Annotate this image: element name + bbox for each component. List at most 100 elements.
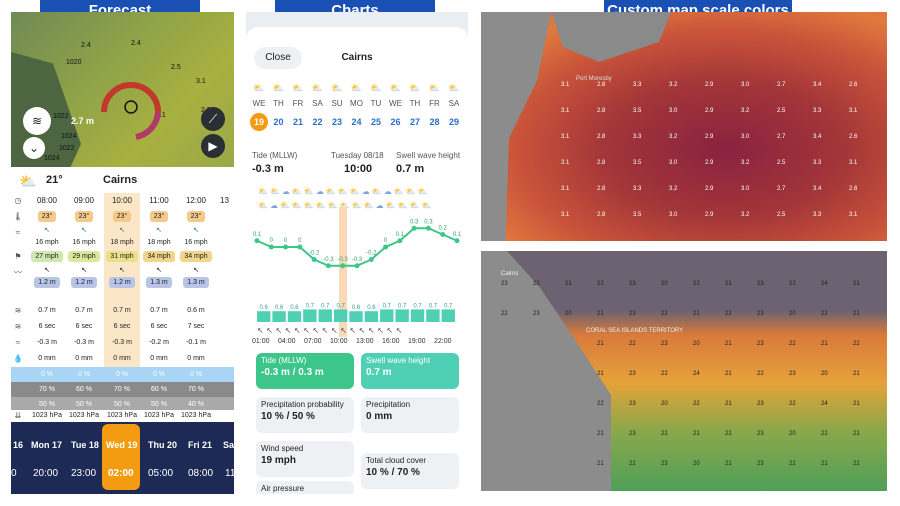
date-button[interactable]: 22 [312,117,323,127]
period-cell: 7 sec [187,323,205,330]
place-label: CORAL SEA ISLANDS TERRITORY [586,328,684,334]
metric-cards: Tide (MLLW) -0.3 m / 0.3 m Swell wave heig… [246,353,468,494]
date-button[interactable]: 25 [370,117,381,127]
weekday-label[interactable]: TH [273,99,284,108]
metric-card[interactable]: Air pressure [256,481,354,494]
chart-button[interactable]: ⟋ [201,107,225,131]
chart-cursor[interactable] [339,207,347,337]
time-cell[interactable]: 12:00 [185,196,207,205]
wave-value: 3.5 [633,212,642,218]
weekday-label[interactable]: TU [370,99,382,108]
swell-bar-label: 0.6 [290,305,299,311]
date-time: 10:00 [344,163,373,175]
wind-cell: 18 mph [147,239,171,246]
weekday-label[interactable]: SA [448,99,460,108]
swell-bar-label: 0.6 [275,305,284,311]
tide-cell: -0.3 m [37,339,57,346]
day-label[interactable]: Tue 18 [71,440,99,450]
tide-point [368,257,374,262]
wave-value: 3.0 [741,186,750,192]
metric-card[interactable]: Total cloud cover 10 % / 70 % [361,453,459,489]
day-label[interactable]: Thu 20 [148,440,178,450]
wave-value: 3.3 [813,212,822,218]
metric-card-value: 0.7 m [366,367,392,378]
time-label[interactable]: 20:00 [33,468,59,479]
day-label[interactable]: 16 [13,440,24,450]
swell-bar [333,309,348,322]
weekday-label[interactable]: TH [409,99,421,108]
date-button[interactable]: 28 [429,117,440,127]
day-label[interactable]: Mon 17 [31,440,63,450]
metric-card[interactable]: Precipitation 0 mm [361,397,459,433]
tide-point-label: -0.3 [338,257,349,263]
tide-chart[interactable]: 0.10 0 0-0.2-0.3 -0.3 -0.3-0.200.10.3 0.30.20… [252,212,462,337]
tide-point [440,232,446,237]
sun-cloud-icon: ⛅ [272,83,285,93]
time-label[interactable]: 05:00 [148,468,174,479]
wave-map[interactable]: Port Moresby 3.1 2.8 3.3 3.2 2.9 3.0 2.7 3.4 2.6… [481,12,887,241]
time-label[interactable]: 02:00 [108,468,134,479]
time-cell[interactable]: 13 [220,196,229,205]
time-label[interactable]: 0 [11,468,17,479]
play-button[interactable]: ▶ [201,134,225,158]
metric-card[interactable]: Precipitation probability 10 % / 50 % [256,397,354,433]
weekday-label[interactable]: WE [252,99,266,108]
temp-value: 22 [853,461,860,467]
weekday-label[interactable]: SA [312,99,323,108]
date-button[interactable]: 19 [250,113,268,131]
metric-card[interactable]: Tide (MLLW) -0.3 m / 0.3 m [256,353,354,389]
day-label[interactable]: Fri 21 [188,440,213,450]
weekday-label[interactable]: FR [429,99,440,108]
hour-label: 19:00 [408,338,426,345]
day-selector[interactable]: ⇊ 1023 hPa 1023 hPa 1023 hPa 1023 hPa 10… [11,410,234,494]
metric-card-value: -0.3 m / 0.3 m [261,367,324,378]
metric-card[interactable]: Swell wave height 0.7 m [361,353,459,389]
wave-value: 3.1 [561,82,570,88]
precip-cell: 0 % [40,371,54,378]
date-button[interactable]: 26 [390,117,401,127]
date-button[interactable]: 29 [448,117,459,127]
wave-value: 2.8 [597,212,606,218]
time-label[interactable]: 23:00 [71,468,97,479]
wind-icon: ≈ [15,228,21,237]
date-button[interactable]: 27 [409,117,420,127]
metric-card-title: Wind speed [261,444,304,453]
day-label[interactable]: Wed 19 [106,440,138,450]
layers-button[interactable]: ≋ [23,107,51,135]
day-strip[interactable]: ⛅ WE 19 ⛅ TH 20 ⛅ FR 21 ⛅ SA 22 ⛅ SU 23 ⛅ MO 24 ⛅ TU 25 ⛅ WE 26… [250,83,464,143]
metric-card[interactable]: Wind speed 19 mph [256,441,354,477]
tide-point-label: 0 [270,238,274,244]
date-button[interactable]: 23 [331,117,342,127]
date-button[interactable]: 21 [292,117,303,127]
temp-row: 🌡 23° 23° 23° 23° 23° [11,209,234,225]
forecast-map[interactable]: 2.4 1020 2.4 3.1 2.5 3.1 2.8 2.7 m 1022 … [11,12,234,167]
weekday-label[interactable]: SU [331,99,343,108]
weekday-label[interactable]: FR [292,99,304,108]
tide-label: Tide (MLLW) [252,151,298,160]
chevron-down-icon[interactable]: ⌄ [23,137,45,159]
date-button[interactable]: 24 [351,117,362,127]
weekday-label[interactable]: MO [350,99,363,108]
weekday-label[interactable]: WE [389,99,402,108]
time-cell[interactable]: 10:00 [111,196,133,205]
time-label[interactable]: 11 [225,468,234,479]
date-button[interactable]: 20 [273,117,284,127]
time-cell[interactable]: 09:00 [73,196,95,205]
selected-day[interactable] [102,424,140,490]
swell-bar-label: 0.6 [367,305,376,311]
temp-value: 22 [789,461,796,467]
tide-point-label: -0.3 [352,257,363,263]
cloud-cell: 70 % [114,386,130,393]
day-label[interactable]: Sa [223,440,234,450]
metric-card-value: 10 % / 70 % [366,467,420,478]
temperature-map[interactable]: Cairns CORAL SEA ISLANDS TERRITORY 23 22 2… [481,251,887,491]
time-cell[interactable]: 08:00 [36,196,58,205]
tide-point-label: 0.3 [424,219,433,225]
temp-value: 23 [757,341,764,347]
temp-value: 23 [629,311,636,317]
close-button[interactable]: Close [254,47,302,69]
tide-point [425,225,431,231]
time-cell[interactable]: 11:00 [149,196,169,205]
time-label[interactable]: 08:00 [188,468,214,479]
metric-card-value: 19 mph [261,455,297,466]
